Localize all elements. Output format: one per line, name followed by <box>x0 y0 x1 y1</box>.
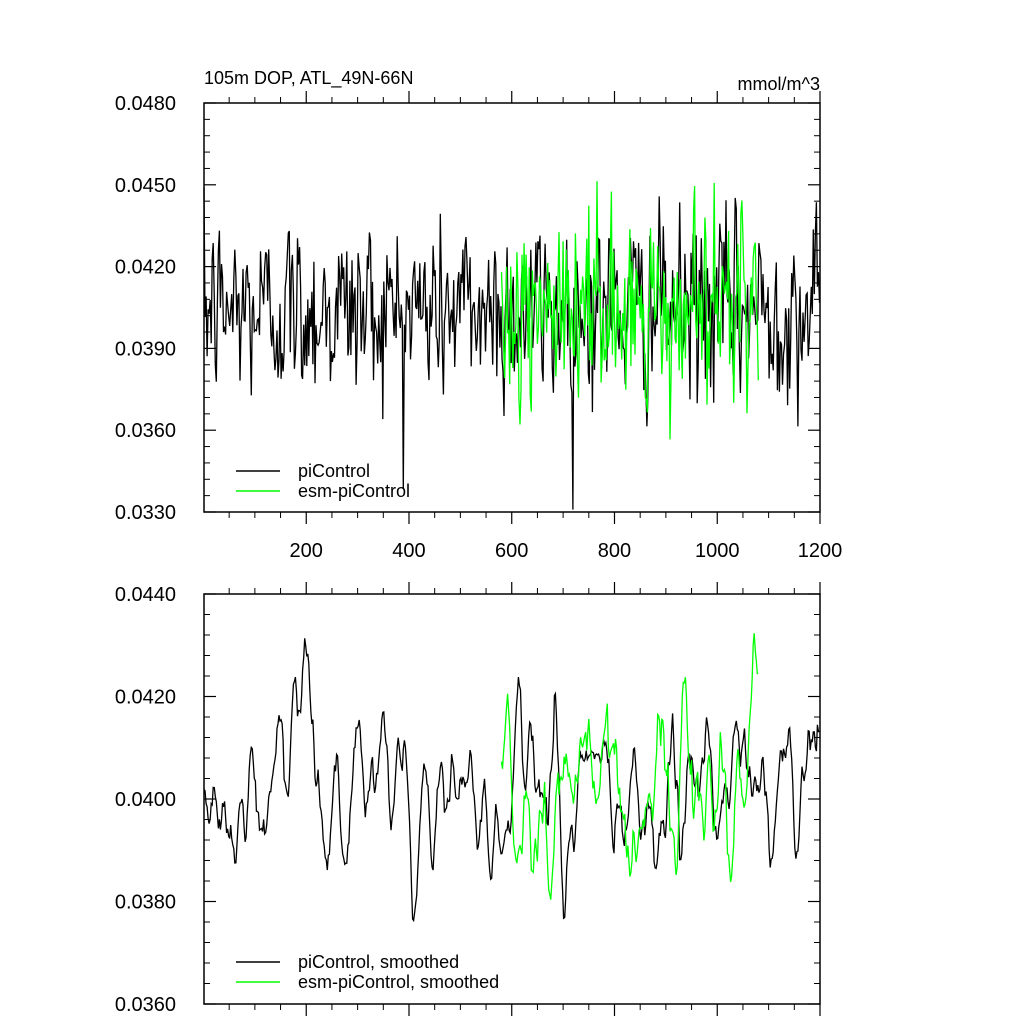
y-tick-label: 0.0380 <box>115 892 176 914</box>
top-panel-units: mmol/m^3 <box>738 74 820 94</box>
top-panel-x-tick-labels: 200 400 600 800 1000 1200 <box>290 540 843 562</box>
y-tick-label: 0.0480 <box>115 93 176 115</box>
bottom-panel-ticks <box>204 582 821 1016</box>
x-tick-label: 800 <box>598 540 631 562</box>
bottom-panel-plot-area <box>203 633 820 923</box>
top-panel-ticks <box>204 91 821 524</box>
bottom-panel: 0.0360 0.0380 0.0400 0.0420 0.0440 piControl… <box>115 582 821 1016</box>
series-line-picontrol <box>203 187 821 510</box>
legend-label-picontrol: piControl <box>298 461 370 481</box>
x-tick-label: 600 <box>495 540 528 562</box>
y-tick-label: 0.0330 <box>115 502 176 524</box>
y-tick-label: 0.0420 <box>115 257 176 279</box>
top-panel-y-tick-labels: 0.0330 0.0360 0.0390 0.0420 0.0450 0.0480 <box>115 93 176 524</box>
bottom-panel-legend: piControl, smoothed esm-piControl, smoot… <box>236 952 499 992</box>
top-panel-plot-area <box>203 181 821 510</box>
y-tick-label: 0.0360 <box>115 420 176 442</box>
legend-label-esm-picontrol-smoothed: esm-piControl, smoothed <box>298 972 499 992</box>
top-panel-title: 105m DOP, ATL_49N-66N <box>204 68 413 89</box>
y-tick-label: 0.0450 <box>115 175 176 197</box>
x-tick-label: 400 <box>392 540 425 562</box>
y-tick-label: 0.0440 <box>115 584 176 606</box>
x-tick-label: 200 <box>290 540 323 562</box>
y-tick-label: 0.0400 <box>115 789 176 811</box>
y-tick-label: 0.0420 <box>115 687 176 709</box>
x-tick-label: 1200 <box>798 540 843 562</box>
x-tick-label: 1000 <box>695 540 740 562</box>
series-line-esm-picontrol <box>500 181 759 440</box>
bottom-panel-y-tick-labels: 0.0360 0.0380 0.0400 0.0420 0.0440 <box>115 584 176 1016</box>
series-line-esm-picontrol-smoothed <box>500 633 759 900</box>
top-panel: 105m DOP, ATL_49N-66N mmol/m^3 0.03300.0… <box>115 68 842 562</box>
legend-label-esm-picontrol: esm-piControl <box>298 481 410 501</box>
legend-label-picontrol-smoothed: piControl, smoothed <box>298 952 459 972</box>
y-tick-label: 0.0390 <box>115 338 176 360</box>
y-tick-label: 0.0360 <box>115 994 176 1016</box>
top-panel-legend: piControl esm-piControl <box>236 461 410 501</box>
